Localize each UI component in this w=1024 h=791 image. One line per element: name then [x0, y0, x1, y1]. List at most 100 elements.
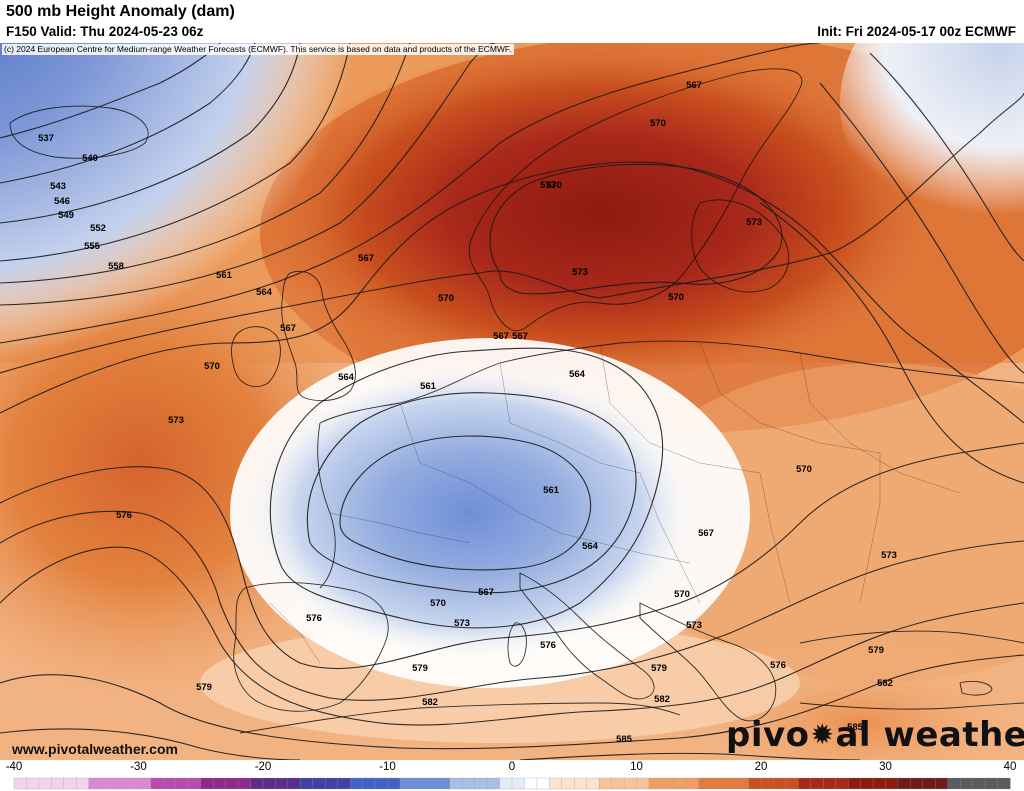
- colorbar-cell: [88, 777, 102, 790]
- colorbar-cell: [163, 777, 177, 790]
- colorbar-cell: [885, 777, 899, 790]
- colorbar-cell: [374, 777, 389, 790]
- colorbar-cell: [412, 777, 426, 790]
- colorbar-cell: [810, 777, 824, 790]
- colorbar-cell: [536, 777, 550, 790]
- contour-label: 585: [847, 722, 864, 733]
- colorbar-tick-label: -40: [5, 761, 23, 773]
- contour-label: 564: [338, 372, 355, 383]
- colorbar-cell: [76, 777, 90, 790]
- colorbar-cell: [872, 777, 887, 790]
- colorbar-cell: [835, 777, 849, 790]
- pivotal-weather-logo: pivo✹al weather: [726, 715, 1024, 755]
- colorbar-cell: [636, 777, 650, 790]
- colorbar-cell: [686, 777, 700, 790]
- contour-label: 564: [256, 287, 273, 298]
- contour-label: 567: [686, 80, 702, 91]
- colorbar-tick-label: 10: [630, 761, 643, 773]
- contour-label: 570: [668, 292, 684, 303]
- colorbar-cell: [748, 777, 762, 790]
- logo-text-right: al weather: [835, 715, 1024, 755]
- colorbar-cell: [325, 777, 339, 790]
- contour-label: 567: [512, 331, 528, 342]
- colorbar-cell: [26, 777, 40, 790]
- colorbar-tick-label: 30: [879, 761, 892, 773]
- colorbar-cell: [349, 777, 364, 790]
- colorbar-cell: [860, 777, 874, 790]
- contour-label: 552: [90, 223, 106, 234]
- colorbar-cell: [462, 777, 476, 790]
- colorbar-cell: [960, 777, 974, 790]
- colorbar: -40 -30 -20 -10 0 10 20 30 40: [0, 760, 1024, 791]
- init-time: Init: Fri 2024-05-17 00z ECMWF: [817, 24, 1016, 39]
- contour-label: 576: [770, 660, 786, 671]
- map-title: 500 mb Height Anomaly (dam): [6, 3, 235, 20]
- valid-time: F150 Valid: Thu 2024-05-23 06z: [6, 24, 204, 39]
- colorbar-cell: [125, 777, 140, 790]
- colorbar-svg: [13, 777, 1011, 790]
- colorbar-cells: [13, 777, 1011, 790]
- contour-label: 573: [454, 618, 470, 629]
- colorbar-cell: [524, 777, 538, 790]
- colorbar-cell: [337, 777, 351, 790]
- anomaly-map: 5375405435465495525555585615645675675705…: [0, 43, 1024, 760]
- contour-label: 564: [582, 541, 599, 552]
- colorbar-cell: [997, 777, 1011, 790]
- colorbar-cell: [13, 777, 28, 790]
- colorbar-cell: [38, 777, 52, 790]
- colorbar-cell: [150, 777, 164, 790]
- colorbar-cell: [897, 777, 911, 790]
- colorbar-cell: [437, 777, 451, 790]
- colorbar-cell: [922, 777, 936, 790]
- contour-label: 570: [796, 464, 812, 475]
- colorbar-tick-label: 40: [1003, 761, 1017, 773]
- colorbar-cell: [711, 777, 725, 790]
- colorbar-cell: [175, 777, 189, 790]
- contour-label: 567: [478, 587, 494, 598]
- contour-label: 561: [420, 381, 437, 392]
- contour-label: 582: [654, 694, 670, 705]
- contour-label: 561: [543, 485, 560, 496]
- colorbar-cell: [499, 777, 513, 790]
- colorbar-cell: [387, 777, 401, 790]
- map-panel[interactable]: 537 540 543 546 549 552 555 558 561 564 567 567 570 5…: [0, 43, 1024, 760]
- colorbar-cell: [312, 777, 326, 790]
- contour-label: 567: [698, 528, 714, 539]
- colorbar-cell: [101, 777, 115, 790]
- colorbar-tick-label: -30: [130, 761, 147, 773]
- colorbar-cell: [549, 777, 563, 790]
- colorbar-cell: [623, 777, 638, 790]
- copyright-notice: (c) 2024 European Centre for Medium-rang…: [2, 44, 514, 55]
- colorbar-cell: [599, 777, 613, 790]
- colorbar-tick-label: 0: [508, 761, 516, 773]
- website-link[interactable]: www.pivotalweather.com: [12, 741, 178, 757]
- colorbar-cell: [399, 777, 413, 790]
- colorbar-cell: [673, 777, 687, 790]
- colorbar-cell: [424, 777, 438, 790]
- contour-label: 570: [204, 361, 220, 372]
- colorbar-cell: [237, 777, 252, 790]
- contour-label: 546: [54, 196, 70, 207]
- colorbar-cell: [51, 777, 65, 790]
- colorbar-cell: [474, 777, 488, 790]
- contour-label: 564: [569, 369, 586, 380]
- contour-label: 579: [651, 663, 667, 674]
- contour-label: 540: [82, 153, 98, 164]
- colorbar-cell: [188, 777, 202, 790]
- colorbar-cell: [823, 777, 837, 790]
- colorbar-tick-label: 20: [754, 761, 768, 773]
- colorbar-cell: [798, 777, 812, 790]
- colorbar-cell: [511, 777, 526, 790]
- contour-label: 576: [116, 510, 132, 521]
- colorbar-cell: [287, 777, 301, 790]
- colorbar-cell: [648, 777, 662, 790]
- colorbar-cell: [574, 777, 588, 790]
- colorbar-cell: [250, 777, 264, 790]
- contour-label: 570: [438, 293, 454, 304]
- contour-label: 561: [216, 270, 233, 281]
- contour-label: 558: [108, 261, 124, 272]
- contour-label: 543: [50, 181, 66, 192]
- colorbar-cell: [935, 777, 949, 790]
- contour-label: 567: [358, 253, 374, 264]
- contour-label: 579: [868, 645, 884, 656]
